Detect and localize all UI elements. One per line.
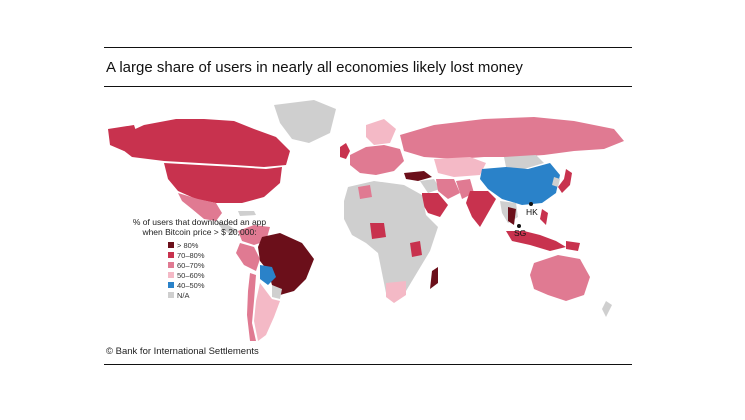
scandinavia-region bbox=[366, 119, 396, 145]
turkey-region bbox=[404, 171, 432, 181]
greenland-region bbox=[274, 100, 336, 143]
mongolia-region bbox=[504, 155, 544, 169]
europe-region bbox=[350, 145, 404, 175]
bolivia-region bbox=[260, 265, 276, 285]
thailand-region bbox=[508, 207, 516, 225]
legend-item: > 80% bbox=[168, 240, 267, 250]
world-map bbox=[108, 100, 624, 341]
sg-label: SG bbox=[514, 228, 527, 238]
legend-label: 50–60% bbox=[177, 270, 205, 280]
central-america-region bbox=[216, 221, 238, 235]
legend-swatch bbox=[168, 292, 174, 298]
legend-item: 40–50% bbox=[168, 280, 267, 290]
japan-region bbox=[558, 169, 572, 193]
bottom-rule bbox=[104, 364, 632, 365]
argentina-region bbox=[254, 283, 280, 341]
alaska-region bbox=[108, 125, 140, 151]
korea-region bbox=[552, 177, 560, 187]
hk-marker bbox=[529, 202, 533, 206]
top-rule bbox=[104, 47, 632, 48]
chart-title: A large share of users in nearly all eco… bbox=[106, 59, 523, 76]
legend-item: N/A bbox=[168, 290, 267, 300]
legend-label: 40–50% bbox=[177, 280, 205, 290]
north-africa-region bbox=[358, 185, 372, 199]
nigeria-region bbox=[370, 223, 386, 239]
chile-region bbox=[247, 273, 256, 341]
usa-region bbox=[164, 163, 282, 203]
middle-east-region bbox=[420, 179, 440, 193]
legend-swatch bbox=[168, 242, 174, 248]
source-credit: © Bank for International Settlements bbox=[106, 346, 259, 357]
paraguay-region bbox=[272, 285, 282, 299]
mexico-region bbox=[178, 193, 222, 221]
legend-item: 70–80% bbox=[168, 250, 267, 260]
india-region bbox=[466, 191, 496, 227]
indonesia-region bbox=[506, 231, 566, 251]
legend-swatch bbox=[168, 252, 174, 258]
legend-label: > 80% bbox=[177, 240, 199, 250]
legend-item: 60–70% bbox=[168, 260, 267, 270]
nz-region bbox=[602, 301, 612, 317]
hk-label: HK bbox=[526, 207, 538, 217]
kenya-region bbox=[410, 241, 422, 257]
philippines-region bbox=[540, 209, 548, 225]
australia-region bbox=[530, 255, 590, 301]
legend-label: N/A bbox=[177, 290, 190, 300]
russia-region bbox=[400, 117, 624, 159]
legend-swatch bbox=[168, 262, 174, 268]
south-africa-region bbox=[386, 281, 406, 303]
png-region bbox=[566, 241, 580, 251]
kazakhstan-region bbox=[434, 157, 486, 177]
title-rule bbox=[104, 86, 632, 87]
legend-label: 60–70% bbox=[177, 260, 205, 270]
uk-region bbox=[340, 143, 350, 159]
legend-swatch bbox=[168, 272, 174, 278]
legend-items: > 80% 70–80% 60–70% 50–60% 40–50% N/A bbox=[168, 240, 267, 300]
saudi-region bbox=[422, 193, 448, 217]
legend-label: 70–80% bbox=[177, 250, 205, 260]
iran-region bbox=[436, 179, 460, 199]
africa-region bbox=[344, 181, 438, 301]
legend: % of users that downloaded an app when B… bbox=[132, 217, 267, 300]
legend-item: 50–60% bbox=[168, 270, 267, 280]
sg-marker bbox=[517, 224, 521, 228]
madagascar-region bbox=[430, 267, 438, 289]
legend-title: % of users that downloaded an app when B… bbox=[132, 217, 267, 237]
legend-swatch bbox=[168, 282, 174, 288]
china-region bbox=[480, 163, 560, 205]
canada-region bbox=[119, 119, 290, 167]
caribbean-region bbox=[238, 211, 256, 216]
peru-region bbox=[236, 243, 260, 271]
